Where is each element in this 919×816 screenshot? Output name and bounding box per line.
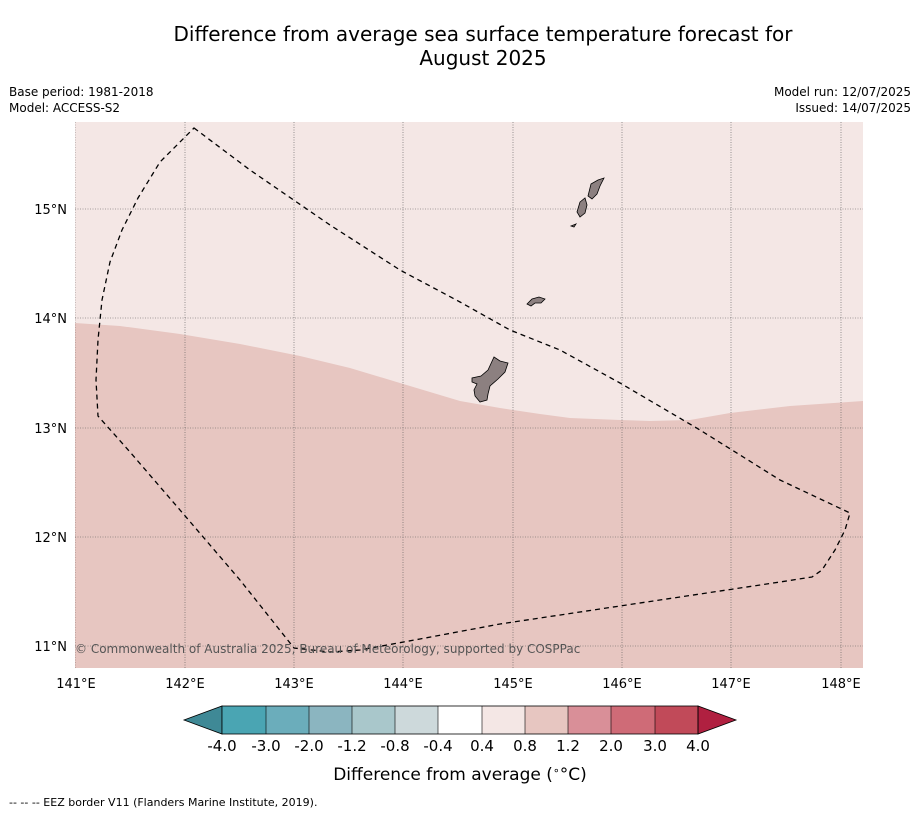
colorbar-label-unit: °C): [560, 765, 587, 785]
colorbar-segment: [568, 706, 611, 734]
title-line-2: August 2025: [419, 46, 547, 70]
copyright-notice: © Commonwealth of Australia 2025, Bureau…: [75, 642, 580, 656]
model-name: Model: ACCESS-S2: [9, 101, 121, 115]
eez-legend-note: -- -- -- EEZ border V11 (Flanders Marine…: [9, 796, 318, 809]
issued-date: Issued: 14/07/2025: [795, 101, 911, 115]
lon-label: 148°E: [821, 677, 861, 692]
eez-border: [95, 127, 851, 653]
longitude-labels: 141°E 142°E 143°E 144°E 145°E 146°E 147°…: [56, 677, 861, 692]
colorbar-tick: -3.0: [251, 737, 280, 755]
island-aguijan: [569, 223, 578, 228]
colorbar-segment: [438, 706, 482, 734]
lon-label: 142°E: [165, 677, 205, 692]
colorbar-segment: [266, 706, 309, 734]
lon-label: 143°E: [274, 677, 314, 692]
colorbar-segment: [525, 706, 568, 734]
lat-label: 11°N: [34, 640, 67, 655]
colorbar-tick: 3.0: [643, 737, 667, 755]
island-rota: [526, 296, 546, 307]
colorbar-tick: 1.2: [556, 737, 580, 755]
lon-label: 141°E: [56, 677, 96, 692]
colorbar-label: Difference from average (∘°C): [333, 764, 587, 785]
colorbar-tick: 0.8: [513, 737, 537, 755]
anomaly-band-0-8-1-2: [75, 323, 863, 668]
colorbar-segment: [309, 706, 352, 734]
colorbar-tick: 2.0: [599, 737, 623, 755]
colorbar-segment: [655, 706, 698, 734]
lon-label: 147°E: [711, 677, 751, 692]
colorbar-label-text: Difference from average (: [333, 765, 553, 785]
colorbar-tick: -0.8: [380, 737, 409, 755]
colorbar-tick: -2.0: [294, 737, 323, 755]
graticule: [75, 122, 863, 668]
map-plot-area: © Commonwealth of Australia 2025, Bureau…: [75, 122, 863, 668]
lat-label: 13°N: [34, 422, 67, 437]
colorbar-tick: -4.0: [207, 737, 236, 755]
lat-label: 15°N: [34, 203, 67, 218]
lon-label: 144°E: [383, 677, 423, 692]
info-left: Base period: 1981-2018 Model: ACCESS-S2: [9, 84, 154, 116]
lat-label: 12°N: [34, 531, 67, 546]
lon-label: 146°E: [602, 677, 642, 692]
latitude-labels: 15°N 14°N 13°N 12°N 11°N: [34, 203, 67, 655]
colorbar-tick: -0.4: [423, 737, 452, 755]
colorbar-tick: 4.0: [686, 737, 710, 755]
colorbar-tick: 0.4: [470, 737, 494, 755]
map-title: Difference from average sea surface temp…: [0, 22, 919, 70]
colorbar-segment: [352, 706, 395, 734]
title-line-1: Difference from average sea surface temp…: [173, 22, 793, 46]
colorbar-segment: [395, 706, 438, 734]
land-masses: [471, 177, 605, 403]
island-tinian: [576, 197, 588, 218]
colorbar-segment: [611, 706, 655, 734]
island-guam: [471, 356, 509, 403]
colorbar: -4.0 -3.0 -2.0 -1.2 -0.8 -0.4 0.4 0.8 1.…: [182, 705, 738, 785]
colorbar-tick-labels: -4.0 -3.0 -2.0 -1.2 -0.8 -0.4 0.4 0.8 1.…: [207, 737, 710, 755]
colorbar-segment: [482, 706, 525, 734]
colorbar-tick: -1.2: [337, 737, 366, 755]
model-run: Model run: 12/07/2025: [773, 85, 911, 99]
degree-superscript: ∘: [553, 764, 560, 777]
island-saipan: [587, 177, 605, 200]
colorbar-segment: [222, 706, 266, 734]
colorbar-high-extension: [697, 705, 738, 735]
base-period: Base period: 1981-2018: [9, 85, 154, 99]
lon-label: 145°E: [493, 677, 533, 692]
info-right: Model run: 12/07/2025 Issued: 14/07/2025: [774, 84, 911, 116]
lat-label: 14°N: [34, 312, 67, 327]
colorbar-low-extension: [182, 705, 223, 735]
